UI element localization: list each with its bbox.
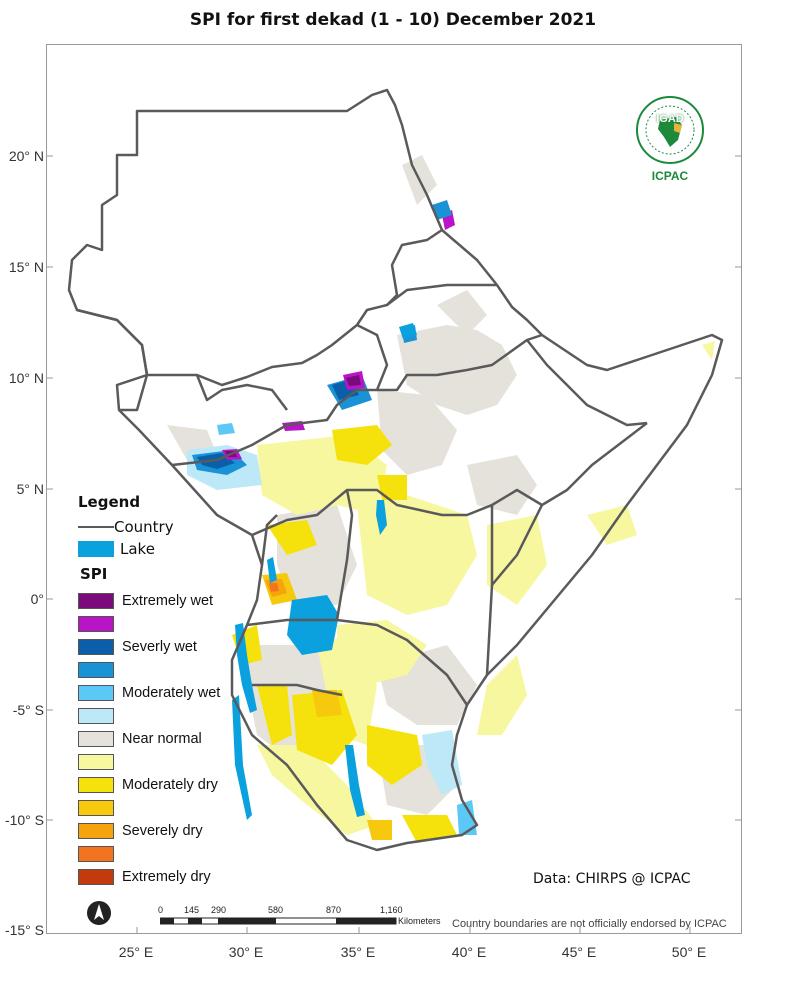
legend-swatch — [78, 730, 114, 747]
scale-tick-label: 1,160 — [380, 905, 403, 915]
legend-class-label: Severely dry — [122, 822, 203, 839]
legend-class — [78, 615, 122, 632]
country-line-swatch — [78, 526, 114, 528]
severely-dry-areas — [262, 573, 392, 840]
legend-lake: Lake — [78, 540, 155, 558]
country-label: Country — [114, 518, 174, 536]
lon-label-40e: 40° E — [451, 944, 487, 960]
legend-swatch — [78, 592, 114, 609]
legend-class-label: Moderately wet — [122, 684, 221, 701]
lat-label-15s: -15° S — [4, 922, 44, 938]
north-arrow-icon — [86, 900, 112, 926]
lon-label-30e: 30° E — [228, 944, 264, 960]
legend-class: Severly wet — [78, 638, 197, 655]
scale-tick-label: 145 — [184, 905, 200, 915]
scale-tick-label: 580 — [268, 905, 284, 915]
legend-class-label: Extremely dry — [122, 868, 211, 885]
lake-victoria — [287, 595, 339, 655]
boundary-disclaimer: Country boundaries are not officially en… — [452, 918, 727, 930]
legend-swatch — [78, 845, 114, 862]
scale-tick-label: 290 — [211, 905, 227, 915]
legend-country: Country — [78, 518, 174, 536]
lake-malawi — [345, 745, 365, 817]
legend-class-label: Near normal — [122, 730, 202, 747]
lat-label-5s: -5° S — [12, 702, 44, 718]
logo-igad-text: IGAD — [656, 113, 684, 125]
icpac-logo: IGAD ICPAC — [630, 95, 710, 185]
legend-class — [78, 845, 122, 862]
legend-swatch — [78, 684, 114, 701]
legend-swatch — [78, 615, 114, 632]
lon-label-35e: 35° E — [340, 944, 376, 960]
lake-tana — [399, 323, 417, 339]
lake-label: Lake — [120, 540, 155, 558]
moderately-dry-areas — [232, 425, 457, 843]
lon-label-25e: 25° E — [118, 944, 154, 960]
legend-class: Extremely wet — [78, 592, 213, 609]
slightly-dry-areas — [257, 341, 715, 835]
legend-class: Extremely dry — [78, 868, 211, 885]
lat-label-0: 0° — [30, 591, 44, 607]
legend-class-label: Extremely wet — [122, 592, 214, 609]
legend-class: Severely dry — [78, 822, 203, 839]
lon-label-45e: 45° E — [561, 944, 597, 960]
scale-unit: Kilometers — [398, 916, 441, 926]
lakes — [232, 323, 417, 820]
scale-tick-label: 870 — [326, 905, 342, 915]
legend-swatch — [78, 868, 114, 885]
map-title: SPI for first dekad (1 - 10) December 20… — [189, 10, 597, 30]
legend-class — [78, 753, 122, 770]
legend-swatch — [78, 799, 114, 816]
lake-swatch — [78, 541, 114, 557]
lake-albert — [267, 557, 277, 583]
legend-class-label: Moderately dry — [122, 776, 218, 793]
legend-class-label: Severly wet — [122, 638, 197, 655]
legend-class — [78, 799, 122, 816]
legend-title: Legend — [78, 493, 141, 511]
map-frame — [46, 44, 742, 934]
lat-label-20n: 20° N — [8, 148, 44, 164]
legend-class — [78, 661, 122, 678]
wet-areas — [187, 200, 477, 835]
legend-swatch — [78, 753, 114, 770]
country-boundaries — [67, 88, 724, 852]
legend-swatch — [78, 707, 114, 724]
legend-swatch — [78, 822, 114, 839]
lake-turkana — [376, 500, 387, 535]
scale-bar: 0 145 290 580 870 1,160 Kilometers — [158, 905, 458, 929]
lon-label-50e: 50° E — [671, 944, 707, 960]
spi-title: SPI — [80, 565, 108, 583]
logo-org-text: ICPAC — [651, 169, 689, 183]
legend-class — [78, 707, 122, 724]
legend-class: Moderately wet — [78, 684, 220, 701]
lat-label-10n: 10° N — [8, 370, 44, 386]
legend-class: Near normal — [78, 730, 202, 747]
legend-class: Moderately dry — [78, 776, 218, 793]
lat-label-10s: -10° S — [4, 812, 44, 828]
legend-swatch — [78, 776, 114, 793]
lat-label-15n: 15° N — [8, 259, 44, 275]
legend-swatch — [78, 638, 114, 655]
legend-swatch — [78, 661, 114, 678]
lake-tanganyika — [235, 623, 257, 713]
legend: Legend Country Lake SPI Extremely wet Sev… — [78, 493, 248, 885]
scale-tick-label: 0 — [158, 905, 164, 915]
map-canvas — [47, 88, 741, 933]
lat-label-5n: 5° N — [16, 481, 44, 497]
lake-coast — [232, 695, 252, 820]
data-credit: Data: CHIRPS @ ICPAC — [533, 871, 691, 887]
